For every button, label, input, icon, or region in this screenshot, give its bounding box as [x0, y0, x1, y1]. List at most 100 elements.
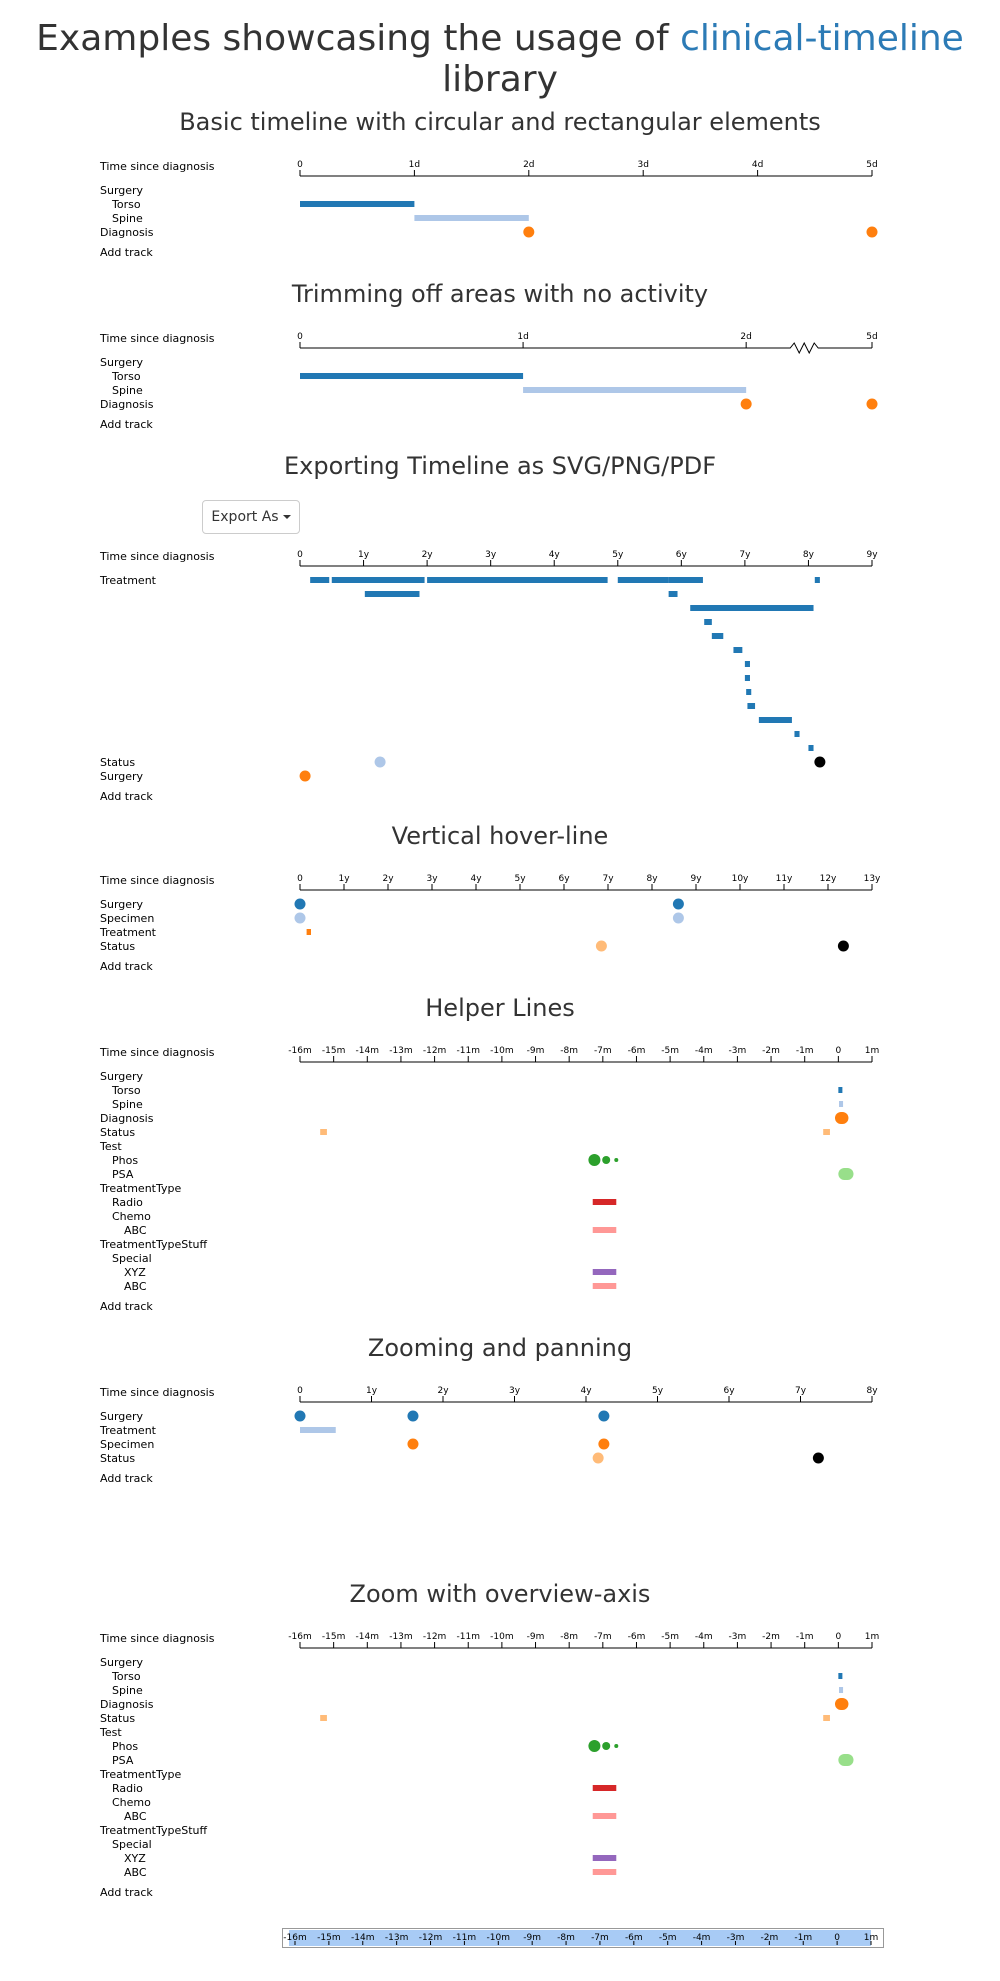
- event-circle: [866, 398, 878, 410]
- track-label: Spine: [112, 212, 143, 225]
- tick-label: -7m: [594, 1046, 612, 1056]
- tick-label: 1m: [865, 1046, 880, 1056]
- tick-label: -5m: [661, 1632, 679, 1642]
- tick-label: 0: [297, 1386, 303, 1396]
- tick-label: 1y: [338, 874, 350, 884]
- event-rect: [592, 1199, 617, 1205]
- event-circle: [614, 1744, 619, 1748]
- tick-label: -13m: [389, 1046, 412, 1056]
- axis-label: Time since diagnosis: [99, 1386, 215, 1399]
- tick-label: -13m: [389, 1632, 412, 1642]
- axis-label: Time since diagnosis: [99, 160, 215, 173]
- event-rect: [690, 605, 814, 611]
- add-track-link[interactable]: Add track: [100, 1300, 153, 1313]
- track-label: Status: [100, 1126, 135, 1139]
- overview-tick-label: -13m: [385, 1933, 408, 1943]
- overview-tick-label: -15m: [317, 1933, 340, 1943]
- tick-label: -12m: [423, 1046, 446, 1056]
- add-track-link[interactable]: Add track: [100, 1472, 153, 1485]
- event-rect: [733, 647, 743, 653]
- add-track-link[interactable]: Add track: [100, 418, 153, 431]
- track-label: Surgery: [100, 1070, 144, 1083]
- event-circle: [837, 940, 849, 952]
- page-title: Examples showcasing the usage of clinica…: [0, 18, 1000, 100]
- event-circle: [602, 1742, 611, 1750]
- track-label: Treatment: [99, 574, 157, 587]
- event-circle: [866, 226, 878, 238]
- track-label: Surgery: [100, 770, 144, 783]
- overview-axis-ticks: -16m -15m -14m -13m -12m -11m -10m -9m -8m -7m -6m…: [283, 1933, 879, 1945]
- tick-label: 10y: [732, 874, 749, 884]
- tick-label: 0: [297, 550, 303, 560]
- tick-label: 6y: [676, 550, 688, 560]
- track-label: Test: [99, 1726, 122, 1739]
- track-label: TreatmentTypeStuff: [99, 1824, 208, 1837]
- event-circle: [672, 898, 684, 910]
- section-title-hover-line: Vertical hover-line: [391, 822, 609, 850]
- track-label: Phos: [112, 1154, 138, 1167]
- tick-label: 5y: [514, 874, 526, 884]
- overview-tick-label: -1m: [794, 1933, 812, 1943]
- track-label: Diagnosis: [100, 1112, 154, 1125]
- overview-brush[interactable]: [289, 1930, 871, 1946]
- track-label: ABC: [124, 1866, 147, 1879]
- add-track-link[interactable]: Add track: [100, 790, 153, 803]
- section-title-export: Exporting Timeline as SVG/PNG/PDF: [283, 452, 717, 480]
- tick-label: 1d: [409, 160, 420, 170]
- overview-tick-label: -10m: [487, 1933, 510, 1943]
- event-circle: [588, 1154, 601, 1166]
- event-circle: [602, 1156, 611, 1164]
- track-label: Surgery: [100, 1410, 144, 1423]
- event-cluster: [838, 1754, 854, 1766]
- section-title-trimming: Trimming off areas with no activity: [291, 280, 709, 308]
- timeline-hover-line: Time since diagnosis 0 1y 2y 3y 4y 5y 6y 7y 8y 9y 1…: [99, 874, 881, 973]
- title-suffix: library: [442, 59, 558, 100]
- track-label: Surgery: [100, 356, 144, 369]
- tick-label: 7y: [795, 1386, 807, 1396]
- track-label: Torso: [111, 370, 141, 383]
- track-label: Specimen: [100, 1438, 154, 1451]
- tick-label: 0: [297, 160, 303, 170]
- add-track-link[interactable]: Add track: [100, 246, 153, 259]
- library-name[interactable]: clinical-timeline: [680, 18, 964, 59]
- track-label: ABC: [124, 1810, 147, 1823]
- track-label: Status: [100, 1712, 135, 1725]
- overview-tick-label: 1m: [864, 1933, 879, 1943]
- event-circle: [614, 1158, 619, 1162]
- event-circle: [598, 1410, 610, 1422]
- overview-axis[interactable]: -16m -15m -14m -13m -12m -11m -10m -9m -8m -7m -6m…: [282, 1928, 884, 1948]
- tick-label: -15m: [322, 1046, 345, 1056]
- overview-tick-label: -8m: [557, 1933, 575, 1943]
- export-as-button[interactable]: Export As: [202, 500, 300, 534]
- add-track-link[interactable]: Add track: [100, 1886, 153, 1899]
- event-rect: [414, 215, 529, 221]
- event-circle: [595, 940, 607, 952]
- track-label: ABC: [124, 1224, 147, 1237]
- add-track-link[interactable]: Add track: [100, 960, 153, 973]
- event-rect: [744, 675, 750, 681]
- event-circle: [812, 1452, 824, 1464]
- event-circle: [294, 912, 306, 924]
- timeline-helper-lines: Time since diagnosis -16m -15m -14m -13m -12m…: [99, 1046, 880, 1313]
- event-circle: [407, 1410, 419, 1422]
- event-rect: [592, 1813, 617, 1819]
- tick-label: -4m: [695, 1632, 713, 1642]
- section-title-overview-axis: Zoom with overview-axis: [349, 1580, 651, 1608]
- tick-label: -8m: [560, 1632, 578, 1642]
- tick-label: -16m: [288, 1632, 311, 1642]
- track-label: Test: [99, 1140, 122, 1153]
- tick-label: 1m: [865, 1632, 880, 1642]
- tick-label: -15m: [322, 1632, 345, 1642]
- tick-label: 0: [835, 1046, 841, 1056]
- event-rect: [704, 619, 712, 625]
- track-label: Diagnosis: [100, 1698, 154, 1711]
- tick-label: -6m: [628, 1632, 646, 1642]
- tick-label: 7y: [602, 874, 614, 884]
- tick-label: 0: [297, 874, 303, 884]
- overview-tick-label: -9m: [523, 1933, 541, 1943]
- overview-tick-label: -16m: [283, 1933, 306, 1943]
- event-rect: [592, 1227, 617, 1233]
- overview-tick-label: -2m: [760, 1933, 778, 1943]
- event-rect: [300, 1427, 336, 1433]
- event-circle: [672, 912, 684, 924]
